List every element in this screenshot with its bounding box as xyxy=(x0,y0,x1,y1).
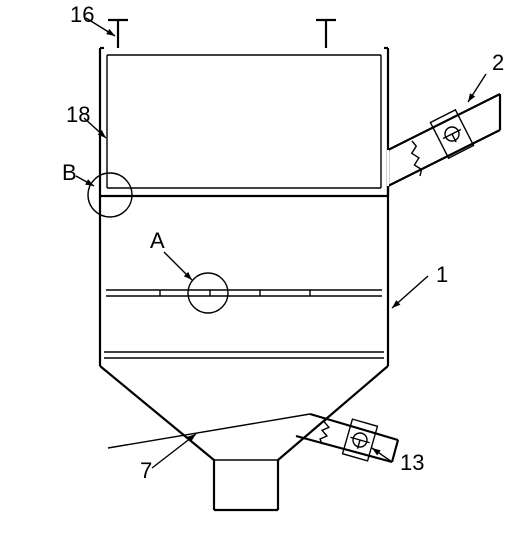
label-18: 18 xyxy=(66,102,90,127)
label-16: 16 xyxy=(70,2,94,27)
label-2: 2 xyxy=(492,50,504,75)
diagram-canvas: 16 18 B A 2 1 7 13 xyxy=(0,0,516,540)
label-7: 7 xyxy=(140,458,152,483)
label-1: 1 xyxy=(436,262,448,287)
label-A: A xyxy=(150,228,165,253)
label-13: 13 xyxy=(400,450,424,475)
label-B: B xyxy=(62,160,77,185)
